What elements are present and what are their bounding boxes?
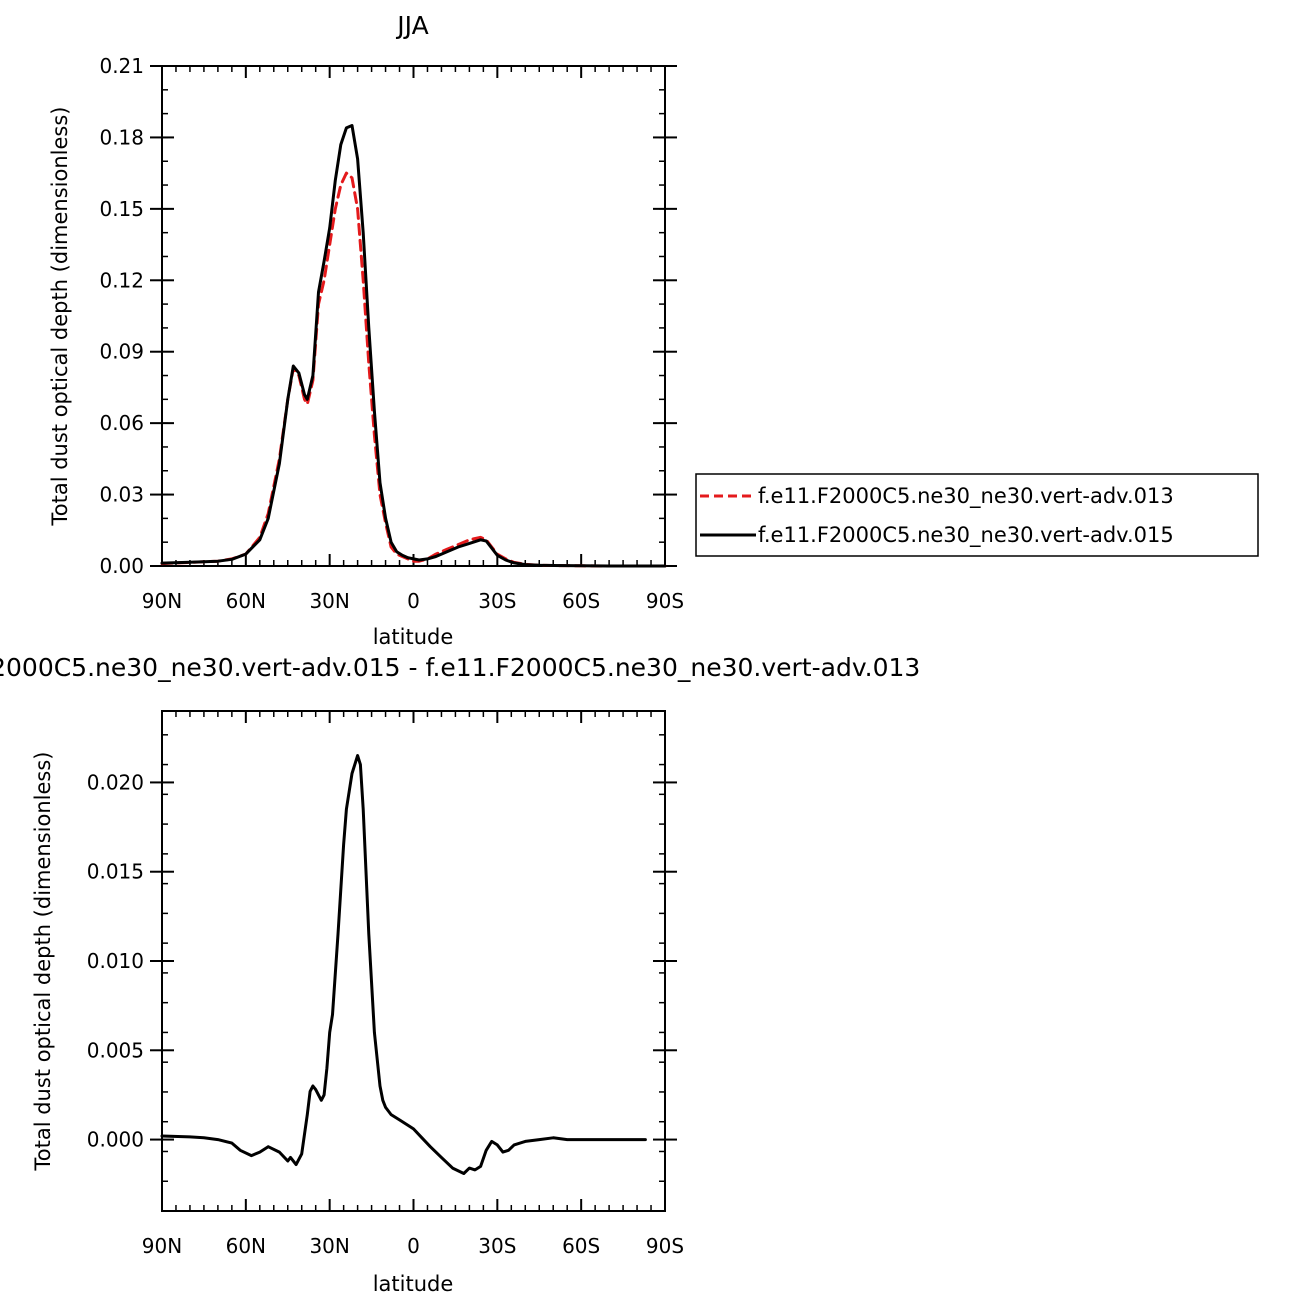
top-panel-plot-area: 90N 60N 30N 0 30S 60S 90S 0.00 0.03 0.06 0.09 0.12 0… (99, 54, 684, 613)
top-panel-series-line-1 (160, 124, 667, 568)
bottom-panel-title: f.e11.F2000C5.ne30_ne30.vert-adv.015 - f… (0, 653, 920, 682)
top-panel-y-tick-label: 0.06 (99, 411, 144, 435)
bottom-panel-x-tick-label: 90N (142, 1234, 182, 1258)
top-panel-x-tick-label: 90N (142, 589, 182, 613)
bottom-panel-y-tick-label: 0.010 (87, 949, 144, 973)
bottom-panel-x-axis-label: latitude (373, 1272, 454, 1296)
bottom-panel-y-tick-label: 0.005 (87, 1038, 144, 1062)
bottom-panel-x-tick-label: 30N (309, 1234, 349, 1258)
top-panel-y-tick-label: 0.09 (99, 340, 144, 364)
top-panel-x-tick-label: 0 (407, 589, 420, 613)
legend: f.e11.F2000C5.ne30_ne30.vert-adv.013 f.e… (695, 473, 1259, 557)
bottom-panel-frame (161, 710, 666, 1212)
legend-label-vert-adv-013: f.e11.F2000C5.ne30_ne30.vert-adv.013 (758, 484, 1174, 509)
legend-box (695, 473, 1259, 557)
top-panel-y-tick-label: 0.15 (99, 197, 144, 221)
top-panel-y-tick-label: 0.00 (99, 554, 144, 578)
top-panel-x-tick-label: 90S (646, 589, 684, 613)
top-panel-y-axis-label: Total dust optical depth (dimensionless) (48, 107, 72, 527)
bottom-panel-x-tick-label: 60S (562, 1234, 600, 1258)
top-panel-y-tick-label: 0.18 (99, 125, 144, 149)
top-panel-x-tick-label: 30S (478, 589, 516, 613)
top-panel-x-axis-label: latitude (373, 625, 454, 649)
bottom-panel-x-tick-label: 30S (478, 1234, 516, 1258)
top-panel-y-tick-label: 0.12 (99, 268, 144, 292)
bottom-panel-x-tick-label: 60N (226, 1234, 266, 1258)
bottom-panel-x-tick-label: 0 (407, 1234, 420, 1258)
top-panel-y-tick-label: 0.03 (99, 483, 144, 507)
legend-label-vert-adv-015: f.e11.F2000C5.ne30_ne30.vert-adv.015 (758, 523, 1174, 548)
bottom-panel-x-tick-label: 90S (646, 1234, 684, 1258)
bottom-panel-y-tick-label: 0.000 (87, 1128, 144, 1152)
top-panel: JJA 90N 60N 30N 0 30S 60S 90S 0.00 0.03 0.06 0.09 0… (48, 11, 684, 649)
bottom-panel: f.e11.F2000C5.ne30_ne30.vert-adv.015 - f… (0, 653, 920, 1296)
top-panel-frame (161, 65, 666, 567)
top-panel-x-tick-label: 60N (226, 589, 266, 613)
top-panel-title: JJA (395, 11, 428, 40)
bottom-panel-y-axis-label: Total dust optical depth (dimensionless) (31, 752, 55, 1172)
top-panel-x-tick-label: 30N (309, 589, 349, 613)
bottom-panel-y-tick-label: 0.020 (87, 770, 144, 794)
top-panel-series-line-0 (160, 171, 667, 568)
bottom-panel-series-line-0 (160, 754, 647, 1175)
bottom-panel-plot-area: 90N 60N 30N 0 30S 60S 90S 0.000 0.005 0.010 0.015 0… (87, 710, 684, 1258)
top-panel-y-tick-label: 0.21 (99, 54, 144, 78)
bottom-panel-y-tick-label: 0.015 (87, 860, 144, 884)
top-panel-x-tick-label: 60S (562, 589, 600, 613)
